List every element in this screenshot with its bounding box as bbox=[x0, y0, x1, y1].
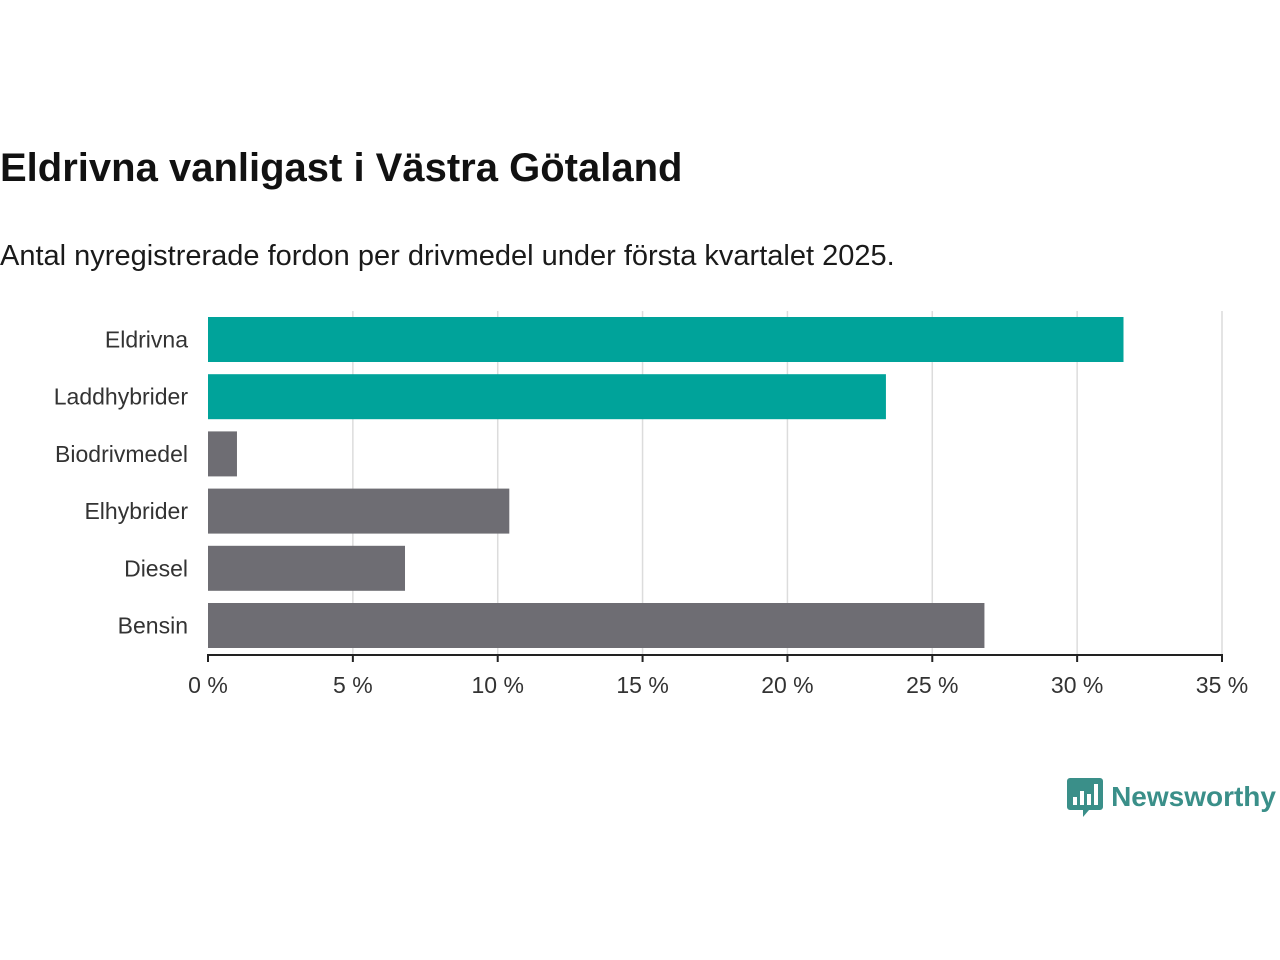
category-label: Diesel bbox=[124, 555, 188, 581]
bar-chart: 0 % 5 % 10 % 15 % 20 % 25 % 30 % 35 % Eldrivna L… bbox=[54, 311, 1248, 698]
bars bbox=[208, 317, 1124, 648]
brand-name: Newsworthy bbox=[1111, 781, 1276, 812]
chart-subtitle: Antal nyregistrerade fordon per drivmede… bbox=[0, 240, 895, 272]
x-tick-label: 0 % bbox=[188, 672, 228, 698]
brand-logo: Newsworthy bbox=[1067, 776, 1276, 818]
category-label: Biodrivmedel bbox=[55, 441, 188, 467]
x-tick-label: 20 % bbox=[761, 672, 813, 698]
x-tick-label: 5 % bbox=[333, 672, 373, 698]
category-label: Eldrivna bbox=[105, 327, 188, 353]
x-tick-label: 30 % bbox=[1051, 672, 1103, 698]
bar-biodrivmedel bbox=[208, 431, 237, 477]
x-tick-label: 35 % bbox=[1196, 672, 1248, 698]
bar-laddhybrider bbox=[208, 374, 886, 420]
x-tick-label: 15 % bbox=[616, 672, 668, 698]
x-tick-label: 25 % bbox=[906, 672, 958, 698]
bar-elhybrider bbox=[208, 488, 510, 534]
bar-eldrivna bbox=[208, 317, 1124, 362]
bar-bensin bbox=[208, 603, 985, 648]
bar-diesel bbox=[208, 545, 406, 591]
x-tick-label: 10 % bbox=[471, 672, 523, 698]
gridlines bbox=[352, 311, 1223, 655]
category-label: Bensin bbox=[118, 613, 188, 639]
x-axis: 0 % 5 % 10 % 15 % 20 % 25 % 30 % 35 % bbox=[188, 654, 1248, 698]
category-label: Elhybrider bbox=[84, 498, 188, 524]
category-labels: Eldrivna Laddhybrider Biodrivmedel Elhybrid… bbox=[54, 327, 189, 639]
bar-chart-speech-bubble-icon bbox=[1067, 778, 1104, 817]
chart-title: Eldrivna vanligast i Västra Götaland bbox=[0, 146, 683, 190]
category-label: Laddhybrider bbox=[54, 384, 189, 410]
